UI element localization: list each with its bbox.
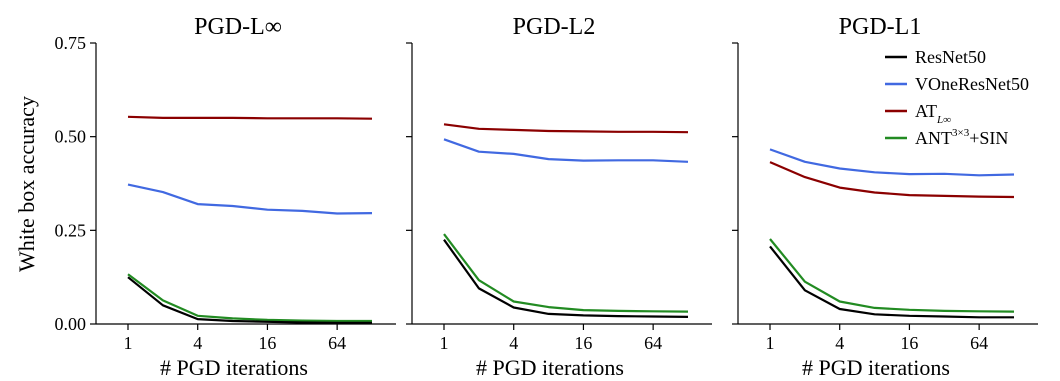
panel-title: PGD-L1	[839, 14, 922, 40]
panel-title: PGD-L2	[513, 14, 596, 40]
legend-item: ANT3×3+SIN	[885, 127, 1008, 148]
x-axis-label: # PGD iterations	[802, 355, 950, 380]
x-tick-label: 16	[900, 333, 918, 353]
panel-title: PGD-L∞	[194, 14, 282, 40]
series-line	[443, 138, 689, 163]
x-tick-label: 4	[835, 333, 844, 353]
x-tick-label: 64	[644, 333, 662, 353]
series-line	[443, 233, 689, 313]
legend-label: ATL∞	[915, 101, 951, 126]
legend-label: VOneResNet50	[915, 74, 1029, 94]
x-tick-label: 64	[328, 333, 346, 353]
y-tick-label: 0.75	[55, 33, 87, 53]
x-tick-label: 1	[766, 333, 775, 353]
x-tick-label: 16	[574, 333, 592, 353]
legend-item: VOneResNet50	[885, 74, 1029, 94]
y-tick-label: 0.25	[55, 220, 87, 240]
series-line	[443, 239, 689, 318]
series-line	[769, 148, 1015, 177]
x-tick-label: 1	[440, 333, 449, 353]
legend-label: ANT3×3+SIN	[915, 127, 1008, 148]
x-tick-label: 64	[970, 333, 988, 353]
series-line	[127, 115, 373, 120]
series-line	[443, 123, 689, 134]
x-tick-label: 4	[509, 333, 518, 353]
chart-panel: PGD-L2 1 4 16 64 # PGD iterations	[406, 14, 712, 380]
y-tick-label: 0.00	[55, 314, 87, 334]
y-axis-label: White box accuracy	[14, 96, 39, 272]
series-line	[127, 183, 373, 215]
series-line	[769, 245, 1014, 319]
legend-item: ATL∞	[885, 101, 951, 126]
series-line	[769, 161, 1015, 199]
legend-item: ResNet50	[885, 47, 986, 67]
x-axis-label: # PGD iterations	[160, 355, 308, 380]
x-tick-label: 16	[258, 333, 276, 353]
legend-label: ResNet50	[915, 47, 986, 67]
series-line	[769, 238, 1015, 313]
y-tick-label: 0.50	[55, 127, 87, 147]
legend: ResNet50 VOneResNet50 ATL∞ANT3×3+SIN	[885, 47, 1029, 148]
x-tick-label: 4	[193, 333, 202, 353]
x-axis-label: # PGD iterations	[476, 355, 624, 380]
series-line	[127, 273, 372, 323]
chart-panel: PGD-L1 1 4 16 64 # PGD iterations	[732, 14, 1038, 380]
chart-panel: PGD-L∞ 0.00 0.25 0.50 0.75 1 4 16 64 # PGD iterat…	[55, 14, 396, 380]
series-line	[127, 276, 372, 324]
x-tick-label: 1	[124, 333, 133, 353]
